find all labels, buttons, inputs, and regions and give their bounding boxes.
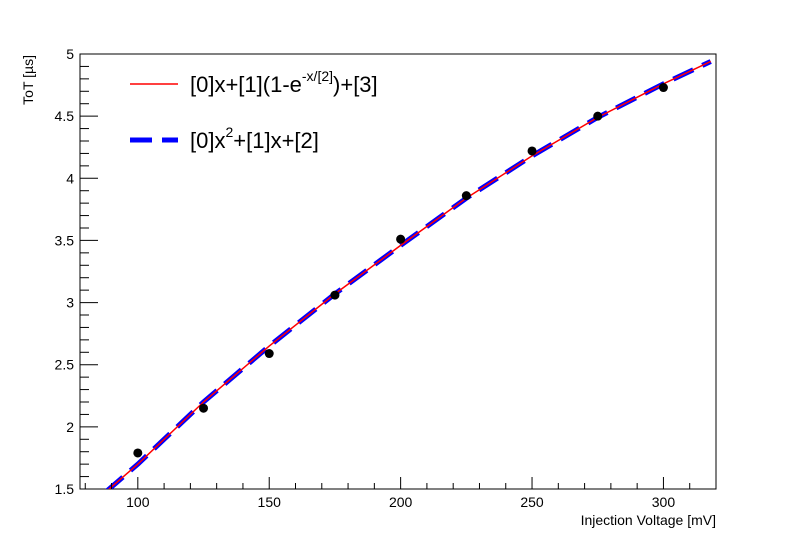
x-tick-label: 300 [652, 494, 676, 510]
y-tick-label: 3 [66, 295, 74, 311]
data-point [396, 234, 406, 244]
y-tick-label: 3.5 [55, 232, 75, 248]
y-tick-label: 4 [66, 170, 74, 186]
legend-label: [0]x2+[1]x+[2] [190, 124, 319, 153]
x-tick-label: 150 [258, 494, 282, 510]
x-axis-title: Injection Voltage [mV] [581, 512, 716, 528]
fit-curve-exponential [108, 60, 712, 489]
data-point [527, 146, 537, 156]
fit-curve-quadratic [105, 59, 712, 489]
y-tick-label: 2.5 [55, 357, 75, 373]
plot-frame-group [79, 53, 717, 490]
legend: [0]x+[1](1-e-x/[2])+[3] [0]x2+[1]x+[2] [130, 68, 378, 153]
axis-ticks-group: 100 150 200 250 300 1.5 2 2.5 3 3.5 4 4.5 5 [55, 46, 717, 510]
data-points-group [133, 83, 668, 458]
y-tick-label: 1.5 [55, 481, 75, 497]
data-point [593, 111, 603, 121]
fit-curves-group [105, 59, 712, 489]
data-point [461, 191, 471, 201]
y-axis-title: ToT [µs] [20, 55, 36, 105]
y-tick-label: 2 [66, 419, 74, 435]
legend-label: [0]x+[1](1-e-x/[2])+[3] [190, 68, 378, 97]
y-tick-label: 4.5 [55, 108, 75, 124]
x-tick-label: 250 [520, 494, 544, 510]
data-point [658, 83, 668, 93]
data-point [133, 448, 143, 458]
y-tick-label: 5 [66, 46, 74, 62]
plot-frame [79, 53, 717, 490]
data-point [330, 290, 340, 300]
x-tick-label: 100 [126, 494, 150, 510]
data-point [264, 349, 274, 359]
x-tick-label: 200 [389, 494, 413, 510]
data-point [199, 403, 209, 413]
